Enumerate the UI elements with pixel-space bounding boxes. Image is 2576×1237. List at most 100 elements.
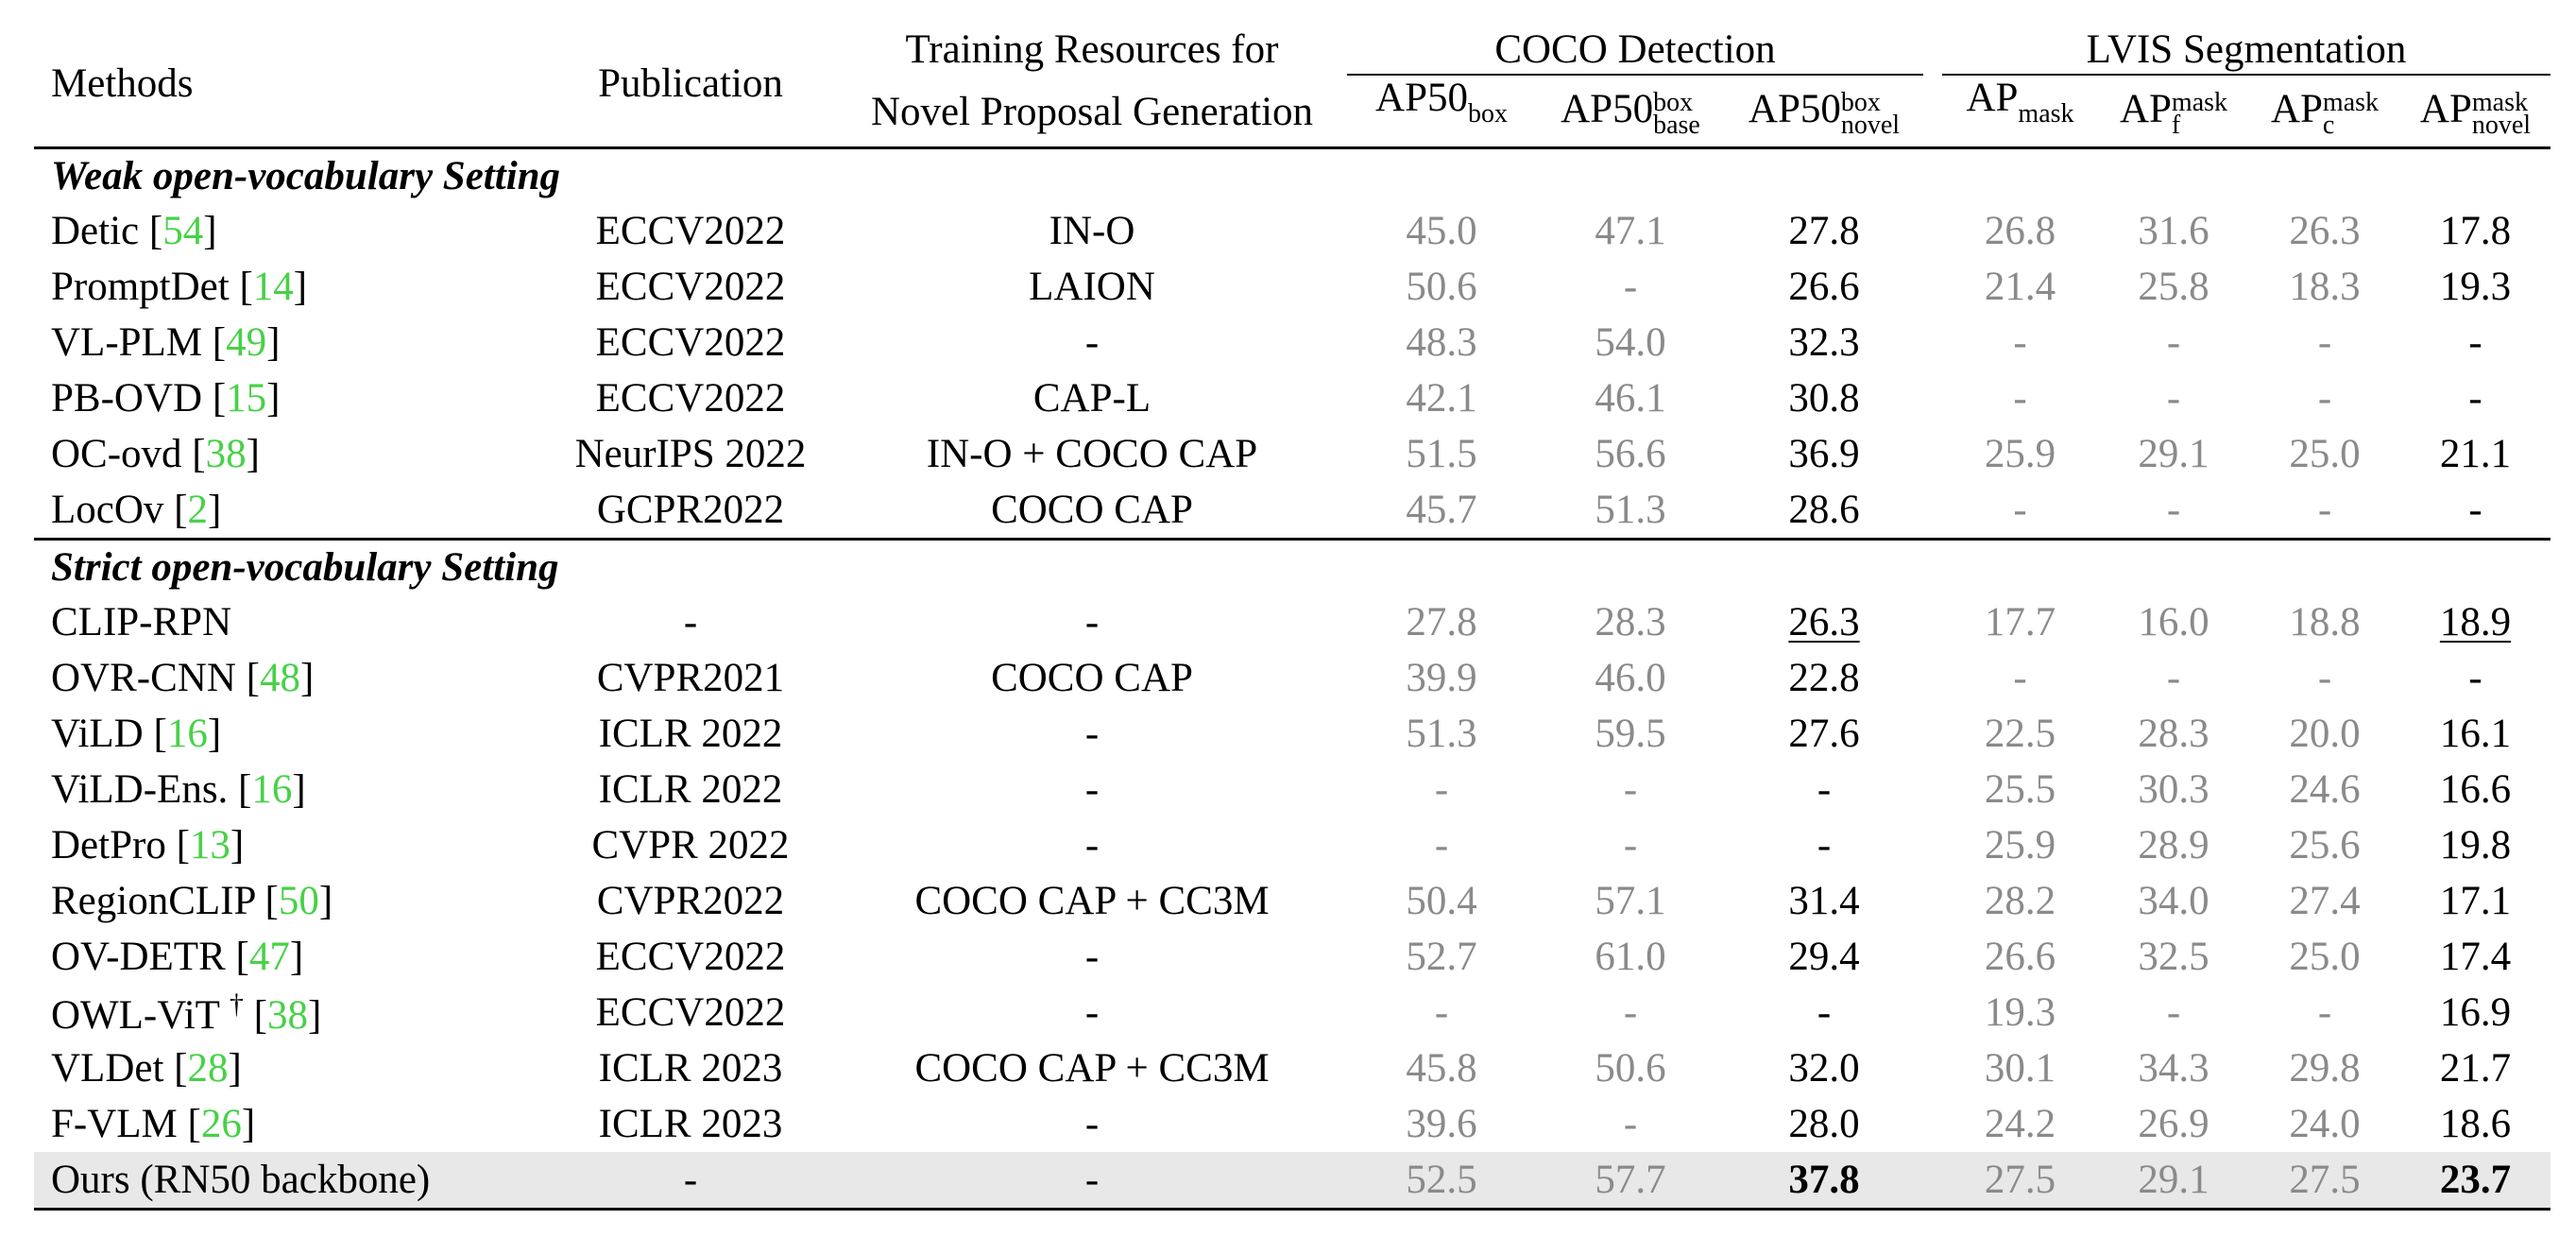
header-coco-col-2-scripts: box novel [1840,90,1901,140]
header-lvis-col-3-sup: mask [2471,88,2528,117]
citation-close: ] [230,823,245,868]
lvis-value-cell: 25.8 [2098,259,2249,315]
coco-value: 61.0 [1595,935,1666,979]
coco-value-cell: - [1725,762,1923,817]
header-methods-label: Methods [51,61,194,106]
coco-value: 27.6 [1788,712,1860,756]
header-lvis-col-1-sub: f [2171,111,2181,140]
method-cell: CLIP-RPN [34,594,544,650]
publication-cell: ECCV2022 [595,935,786,979]
coco-value-cell: - [1725,817,1923,873]
lvis-value-cell: - [2400,315,2550,370]
table-row: ViLD [16] ICLR 2022 - 51.3 59.5 27.6 22.5 28.3 2… [34,706,2550,762]
citation-link[interactable]: 49 [226,320,267,365]
publication-cell: ICLR 2023 [598,1102,783,1146]
header-lvis-col-0-sup: mask [2018,99,2074,129]
citation-open: [ [243,992,267,1038]
coco-value: - [1817,767,1832,812]
citation-link[interactable]: 14 [252,265,294,309]
lvis-value: 24.6 [2289,767,2361,812]
coco-value: 48.3 [1406,320,1477,365]
coco-value-cell: 50.6 [1536,1040,1725,1096]
coco-value: 50.6 [1406,265,1477,309]
lvis-value: 29.1 [2138,432,2209,476]
lvis-value-cell: 24.0 [2249,1096,2400,1152]
publication-cell: CVPR2021 [596,656,785,700]
coco-value-cell: 30.8 [1725,370,1923,426]
publication-cell: ICLR 2022 [598,767,783,812]
citation-close: ] [266,376,281,421]
lvis-value: 19.8 [2439,823,2512,868]
lvis-value-cell: 25.9 [1942,426,2098,482]
lvis-value-cell: - [2400,650,2550,706]
coco-value: 50.4 [1406,879,1477,923]
citation-link[interactable]: 26 [200,1102,242,1146]
resources-cell: - [1084,767,1100,812]
coco-value-cell: 28.3 [1536,594,1725,650]
citation-link[interactable]: 16 [251,767,293,812]
coco-value-cell: 54.0 [1536,315,1725,370]
citation-link[interactable]: 54 [162,209,204,253]
citation-link[interactable]: 38 [205,432,247,476]
header-lvis-col-3-sub: novel [2471,111,2532,140]
lvis-value-cell: - [2249,315,2400,370]
coco-value: 31.4 [1788,879,1860,923]
gap-cell [1923,1152,1942,1211]
coco-value-cell: 59.5 [1536,706,1725,762]
header-lvis-col-3-base: AP [2419,87,2472,131]
lvis-value: 25.6 [2289,823,2361,868]
header-coco-col-2-sub: novel [1840,111,1901,140]
lvis-value-cell: - [1942,482,2098,540]
lvis-value: - [2317,376,2332,421]
lvis-value-cell: - [2400,370,2550,426]
lvis-value-cell: 31.6 [2098,203,2249,259]
citation-link[interactable]: 28 [187,1046,229,1091]
citation-close: ] [293,265,308,309]
lvis-value-cell: - [2098,315,2249,370]
method-cell: OVR-CNN [48] [34,650,544,706]
citation-link[interactable]: 50 [278,879,319,923]
lvis-value-cell: 26.8 [1942,203,2098,259]
publication-cell: ECCV2022 [595,265,786,309]
lvis-value: 34.3 [2138,1046,2209,1091]
citation-link[interactable]: 15 [226,376,267,421]
header-lvis-col-2-base: AP [2270,87,2323,131]
header-lvis-col-2-sub: c [2322,111,2335,140]
method-name: PromptDet [ [51,265,253,309]
header-resources-line2-label: Novel Proposal Generation [870,90,1314,134]
coco-value: - [1623,767,1638,812]
resources-cell: COCO CAP + CC3M [914,879,1270,923]
lvis-value-cell: 25.6 [2249,817,2400,873]
coco-value: 42.1 [1406,376,1477,421]
citation-link[interactable]: 2 [187,488,208,532]
table-row: VL-PLM [49] ECCV2022 - 48.3 54.0 32.3 - - - - [34,315,2550,370]
header-lvis-col-0-scripts: mask [2018,101,2073,146]
lvis-value-cell: - [1942,315,2098,370]
citation-close: ] [299,656,315,700]
coco-value: - [1434,990,1449,1035]
citation-link[interactable]: 13 [189,823,230,868]
lvis-value-cell: 34.3 [2098,1040,2249,1096]
header-coco-col-1-sub: base [1653,111,1700,140]
header-publication-label: Publication [598,61,783,106]
lvis-value-cell: 23.7 [2400,1152,2551,1211]
coco-value-cell: - [1347,762,1536,817]
citation-link[interactable]: 16 [166,712,208,756]
gap-cell [1923,706,1942,762]
citation-link[interactable]: 47 [248,935,290,979]
coco-value-cell: 32.0 [1725,1040,1923,1096]
resources-cell: - [1084,935,1100,979]
lvis-value: - [2013,376,2027,421]
lvis-value: - [2166,320,2181,365]
citation-link[interactable]: 38 [266,992,308,1038]
lvis-value-cell: - [2249,985,2400,1040]
citation-link[interactable]: 48 [259,656,300,700]
lvis-value-cell: - [1942,370,2098,426]
citation-close: ] [207,712,222,756]
header-coco-col-1-scripts: box base [1653,90,1700,140]
lvis-value: 25.9 [1984,432,2056,476]
coco-value: 26.6 [1788,265,1860,309]
lvis-value: 25.0 [2289,432,2361,476]
resources-cell: COCO CAP [991,656,1193,700]
header-coco-col-0-scripts: box [1468,101,1508,146]
